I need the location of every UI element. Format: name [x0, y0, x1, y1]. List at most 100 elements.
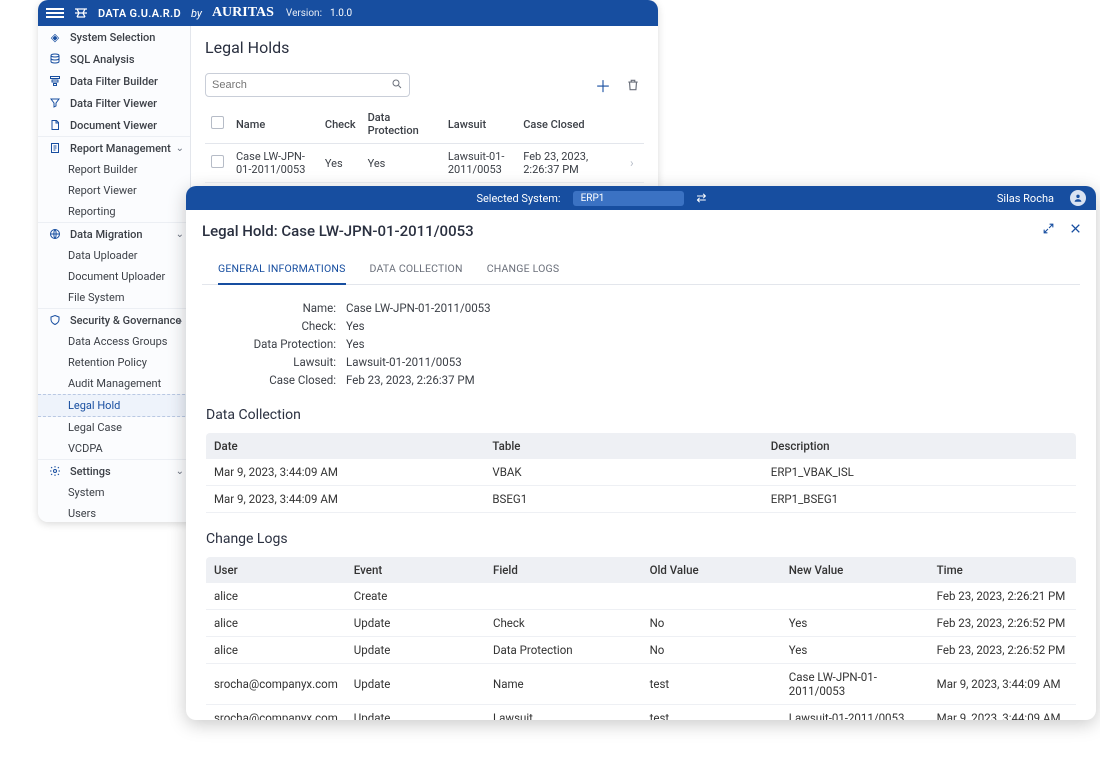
sidebar-item-label: Report Builder: [68, 163, 137, 176]
shuffle-icon[interactable]: ⇄: [696, 191, 706, 205]
sidebar-item-sql-analysis[interactable]: SQL Analysis: [38, 48, 190, 70]
close-icon[interactable]: [1069, 222, 1082, 239]
sidebar-section-settings[interactable]: Settings ⌄: [38, 460, 190, 482]
sidebar-item-document-uploader[interactable]: Document Uploader: [38, 266, 190, 287]
table-row[interactable]: srocha@companyx.comUpdateNametestCase LW…: [206, 664, 1076, 705]
column-user: User: [206, 557, 346, 583]
sidebar-item-data-uploader[interactable]: Data Uploader: [38, 245, 190, 266]
report-icon: [48, 141, 62, 155]
sidebar-item-legal-case[interactable]: Legal Case: [38, 417, 190, 438]
titlebar: DATA G.U.A.R.D by AURITAS Version: 1.0.0: [38, 0, 658, 26]
column-old-value: Old Value: [642, 557, 781, 583]
chevron-down-icon: ⌄: [176, 229, 184, 240]
sidebar-item-file-system[interactable]: File System: [38, 287, 190, 308]
sidebar-item-legal-hold[interactable]: Legal Hold: [38, 394, 190, 417]
search-input-wrap[interactable]: [205, 73, 410, 97]
table-row[interactable]: srocha@companyx.comUpdateLawsuittestLaws…: [206, 705, 1076, 721]
cell: Check: [485, 610, 642, 637]
table-row[interactable]: aliceUpdateCheckNoYesFeb 23, 2023, 2:26:…: [206, 610, 1076, 637]
label-dp: Data Protection:: [206, 337, 346, 351]
app-by: by: [191, 7, 202, 20]
label-lawsuit: Lawsuit:: [206, 355, 346, 369]
sidebar-section-data-migration[interactable]: Data Migration ⌄: [38, 223, 190, 245]
table-row[interactable]: Mar 9, 2023, 3:44:09 AMVBAKERP1_VBAK_ISL: [206, 459, 1076, 486]
expand-icon[interactable]: [1042, 222, 1055, 239]
sidebar-item-audit-management[interactable]: Audit Management: [38, 373, 190, 394]
chevron-right-icon[interactable]: ›: [630, 156, 634, 170]
cell: Mar 9, 2023, 3:44:09 AM: [929, 705, 1076, 721]
dialog-header: Legal Hold: Case LW-JPN-01-2011/0053 GEN…: [186, 210, 1096, 285]
tab-change-logs[interactable]: CHANGE LOGS: [487, 254, 560, 284]
tab-general-informations[interactable]: GENERAL INFORMATIONS: [218, 254, 346, 285]
app-name: DATA G.U.A.R.D: [98, 7, 181, 20]
table-header-row: Date Table Description: [206, 433, 1076, 459]
sidebar-item-report-builder[interactable]: Report Builder: [38, 159, 190, 180]
detail-dialog: Selected System: ERP1 ⇄ Silas Rocha Lega…: [186, 186, 1096, 720]
selected-system-dropdown[interactable]: ERP1: [573, 191, 685, 206]
cell: Yes: [781, 610, 929, 637]
sidebar-item-users[interactable]: Users: [38, 503, 190, 522]
column-name[interactable]: Name: [230, 105, 319, 144]
row-checkbox[interactable]: [211, 155, 224, 168]
cell: Mar 9, 2023, 3:44:09 AM: [206, 486, 484, 513]
column-lawsuit[interactable]: Lawsuit: [442, 105, 517, 144]
sidebar-item-label: Document Uploader: [68, 270, 165, 283]
sidebar-item-label: Report Viewer: [68, 184, 137, 197]
search-input[interactable]: [212, 79, 391, 91]
add-button[interactable]: ＋: [592, 74, 614, 96]
cell: Update: [346, 610, 485, 637]
cell: ERP1_BSEG1: [763, 486, 1076, 513]
cell: No: [642, 610, 781, 637]
selected-system-label: Selected System:: [476, 192, 560, 205]
tab-data-collection[interactable]: DATA COLLECTION: [370, 254, 463, 284]
sidebar-item-label: Retention Policy: [68, 356, 147, 369]
sidebar-item-reporting[interactable]: Reporting: [38, 201, 190, 222]
sidebar-item-data-access-groups[interactable]: Data Access Groups: [38, 331, 190, 352]
cell: Data Protection: [485, 637, 642, 664]
cell: BSEG1: [484, 486, 762, 513]
table-row[interactable]: aliceUpdateData ProtectionNoYesFeb 23, 2…: [206, 637, 1076, 664]
cell: Mar 9, 2023, 3:44:09 AM: [206, 459, 484, 486]
cell: srocha@companyx.com: [206, 705, 346, 721]
sidebar-item-report-viewer[interactable]: Report Viewer: [38, 180, 190, 201]
column-field: Field: [485, 557, 642, 583]
sidebar-item-system-selection[interactable]: ◈ System Selection: [38, 26, 190, 48]
table-row[interactable]: Case LW-JPN-01-2011/0053 Yes Yes Lawsuit…: [205, 144, 644, 183]
sidebar-item-retention-policy[interactable]: Retention Policy: [38, 352, 190, 373]
sidebar-item-data-filter-viewer[interactable]: Data Filter Viewer: [38, 92, 190, 114]
sidebar-item-label: Data Access Groups: [68, 335, 167, 348]
table-row[interactable]: Mar 9, 2023, 3:44:09 AMBSEG1ERP1_BSEG1: [206, 486, 1076, 513]
dialog-body: Name: Case LW-JPN-01-2011/0053 Check: Ye…: [186, 285, 1096, 720]
label-check: Check:: [206, 319, 346, 333]
table-header-row: User Event Field Old Value New Value Tim…: [206, 557, 1076, 583]
table-row[interactable]: aliceCreateFeb 23, 2023, 2:26:21 PM: [206, 583, 1076, 610]
chevron-down-icon: ⌄: [176, 315, 184, 326]
sidebar-item-label: SQL Analysis: [70, 53, 134, 66]
delete-button[interactable]: [622, 74, 644, 96]
sidebar-item-label: File System: [68, 291, 124, 304]
cell: Feb 23, 2023, 2:26:21 PM: [929, 583, 1076, 610]
sidebar-item-vcdpa[interactable]: VCDPA: [38, 438, 190, 459]
cell-dp: Yes: [362, 144, 442, 183]
sidebar-item-data-filter-builder[interactable]: Data Filter Builder: [38, 70, 190, 92]
select-all-checkbox[interactable]: [211, 116, 224, 129]
column-case-closed[interactable]: Case Closed: [517, 105, 624, 144]
sidebar-item-system[interactable]: System: [38, 482, 190, 503]
sidebar-item-label: Legal Case: [68, 421, 122, 434]
sidebar-section-security-governance[interactable]: Security & Governance ⌄: [38, 309, 190, 331]
menu-icon[interactable]: [46, 8, 64, 18]
avatar[interactable]: [1070, 190, 1086, 206]
shield-icon: [48, 313, 62, 327]
cell: Feb 23, 2023, 2:26:52 PM: [929, 610, 1076, 637]
sidebar-section-report-management[interactable]: Report Management ⌄: [38, 137, 190, 159]
toolbar: ＋: [205, 73, 644, 97]
column-data-protection[interactable]: Data Protection: [362, 105, 442, 144]
app-logo-icon: [72, 4, 90, 22]
cell: Feb 23, 2023, 2:26:52 PM: [929, 637, 1076, 664]
value-lawsuit: Lawsuit-01-2011/0053: [346, 355, 1076, 369]
cell: alice: [206, 610, 346, 637]
page-title: Legal Holds: [205, 38, 644, 57]
column-check[interactable]: Check: [319, 105, 362, 144]
data-collection-heading: Data Collection: [206, 407, 1076, 423]
sidebar-item-document-viewer[interactable]: Document Viewer: [38, 114, 190, 136]
